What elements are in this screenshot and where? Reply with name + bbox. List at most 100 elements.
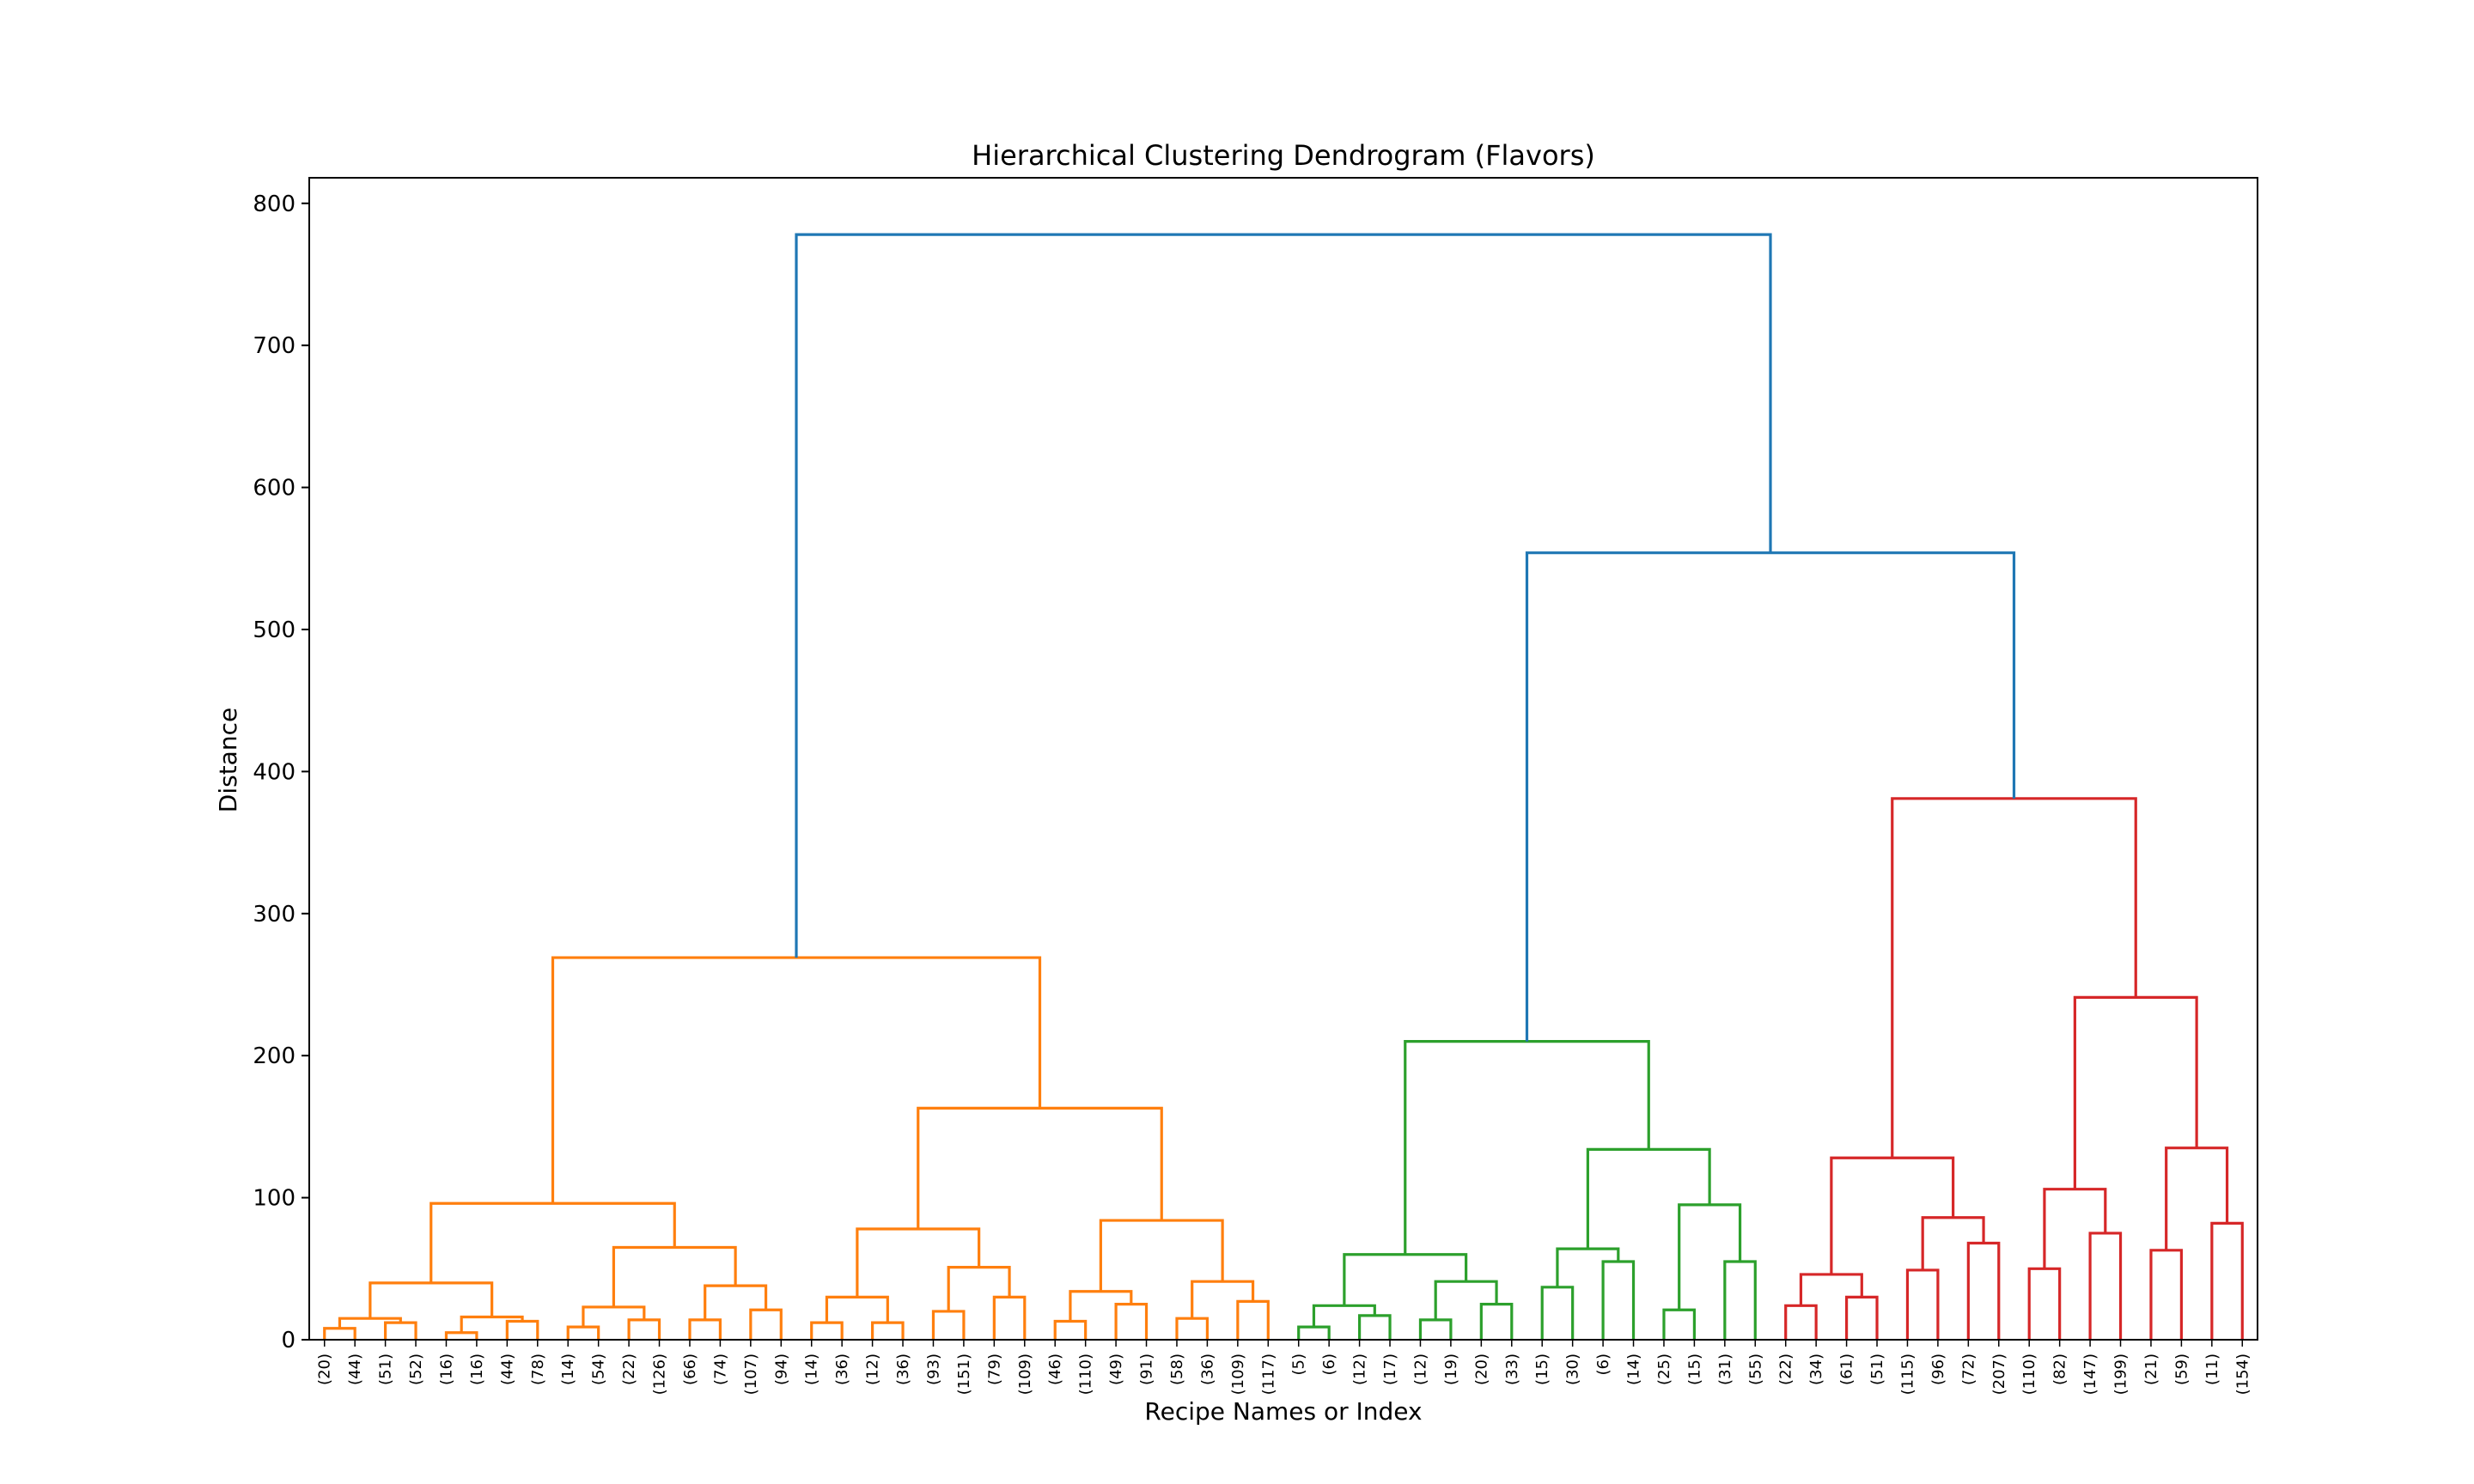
y-axis-label: Distance: [214, 708, 242, 812]
leaf-label-3: (52): [407, 1353, 425, 1385]
leaf-label-16: (14): [803, 1353, 821, 1385]
leaf-label-24: (46): [1046, 1353, 1064, 1385]
leaf-label-1: (44): [346, 1353, 364, 1385]
leaf-label-25: (110): [1077, 1353, 1095, 1395]
leaf-label-39: (33): [1503, 1353, 1521, 1385]
leaf-label-61: (59): [2172, 1353, 2191, 1385]
dendrogram-link-6: [369, 1281, 494, 1319]
leaf-label-22: (79): [985, 1353, 1003, 1385]
leaf-label-56: (110): [2020, 1353, 2038, 1395]
leaf-label-32: (5): [1290, 1353, 1308, 1376]
dendrogram-link-50: [1966, 1241, 2001, 1340]
dendrogram-link-12: [704, 1284, 768, 1320]
dendrogram-link-0: [323, 1327, 356, 1340]
leaf-label-9: (54): [590, 1353, 608, 1385]
leaf-label-29: (36): [1198, 1353, 1216, 1385]
x-axis-ticks: (20) (44) (51) (52) (16) (16) (44) (78) (14) (54)…: [316, 1340, 2252, 1395]
leaf-label-43: (14): [1625, 1353, 1643, 1385]
leaf-label-33: (6): [1320, 1353, 1338, 1376]
y-axis-ticks: 0 100 200 300 400 500 600 700 800: [253, 192, 309, 1353]
dendrogram-link-37: [1343, 1253, 1468, 1306]
leaf-label-55: (207): [1990, 1353, 2008, 1395]
plot-frame: [308, 177, 2258, 1341]
y-tick-label: 200: [253, 1043, 296, 1069]
leaf-label-20: (93): [924, 1353, 942, 1385]
dendrogram-link-39: [1601, 1260, 1636, 1340]
dendrogram-link-62: [795, 233, 1772, 958]
leaf-label-13: (74): [711, 1353, 729, 1385]
y-tick-label: 100: [253, 1186, 296, 1212]
dendrogram-link-35: [1479, 1303, 1514, 1340]
leaf-label-47: (55): [1746, 1353, 1764, 1385]
dendrogram-link-4: [505, 1319, 539, 1340]
dendrogram-link-11: [749, 1308, 783, 1340]
dendrogram-link-13: [612, 1245, 737, 1307]
dendrogram-link-2: [338, 1317, 402, 1329]
dendrogram-link-5: [460, 1315, 524, 1333]
leaf-label-31: (117): [1259, 1353, 1277, 1395]
leaf-label-62: (11): [2203, 1353, 2221, 1385]
chart-title: Hierarchical Clustering Dendrogram (Flav…: [972, 139, 1595, 172]
dendrogram-link-42: [1723, 1260, 1757, 1340]
dendrogram-link-59: [2073, 995, 2198, 1189]
leaf-label-6: (44): [498, 1353, 516, 1385]
leaf-label-27: (91): [1138, 1353, 1156, 1385]
dendrogram-link-21: [856, 1227, 981, 1298]
leaf-label-60: (21): [2142, 1353, 2160, 1385]
leaf-label-58: (147): [2081, 1353, 2099, 1395]
y-tick-label: 800: [253, 192, 296, 217]
dendrogram-link-43: [1678, 1203, 1742, 1311]
y-tick-label: 400: [253, 759, 296, 785]
dendrogram-links: [323, 233, 2244, 1340]
leaf-label-5: (16): [468, 1353, 486, 1385]
y-tick-label: 300: [253, 902, 296, 928]
leaf-label-19: (36): [894, 1353, 912, 1385]
leaf-label-2: (51): [377, 1353, 395, 1385]
dendrogram-link-3: [444, 1331, 478, 1340]
dendrogram-link-57: [2210, 1221, 2244, 1340]
leaf-label-15: (94): [772, 1353, 790, 1385]
leaf-label-51: (51): [1868, 1353, 1886, 1385]
dendrogram-link-22: [1053, 1319, 1088, 1340]
leaf-label-34: (12): [1351, 1353, 1369, 1385]
leaf-label-59: (199): [2112, 1353, 2130, 1395]
dendrogram-link-58: [2165, 1146, 2229, 1250]
y-tick-label: 700: [253, 333, 296, 359]
dendrogram-link-19: [992, 1295, 1027, 1340]
dendrogram-link-23: [1114, 1303, 1149, 1340]
leaf-label-52: (115): [1898, 1353, 1916, 1395]
dendrogram-link-44: [1586, 1147, 1711, 1250]
leaf-label-7: (78): [529, 1353, 547, 1385]
leaf-label-21: (151): [955, 1353, 973, 1395]
leaf-label-28: (58): [1168, 1353, 1186, 1385]
leaf-label-35: (17): [1381, 1353, 1399, 1385]
leaf-label-41: (30): [1564, 1353, 1582, 1385]
leaf-label-17: (36): [833, 1353, 851, 1385]
leaf-label-36: (12): [1411, 1353, 1429, 1385]
leaf-label-8: (14): [559, 1353, 577, 1385]
x-axis-label: Recipe Names or Index: [1144, 1397, 1422, 1426]
leaf-label-42: (6): [1594, 1353, 1612, 1376]
leaf-label-18: (12): [864, 1353, 882, 1385]
dendrogram-link-18: [931, 1310, 966, 1340]
leaf-label-50: (61): [1838, 1353, 1856, 1385]
leaf-label-30: (109): [1229, 1353, 1247, 1395]
leaf-label-46: (31): [1716, 1353, 1734, 1385]
leaf-label-38: (20): [1472, 1353, 1490, 1385]
leaf-label-54: (72): [1959, 1353, 1977, 1385]
leaf-label-26: (49): [1107, 1353, 1125, 1385]
y-tick-label: 500: [253, 617, 296, 643]
leaf-label-12: (66): [681, 1353, 699, 1385]
leaf-label-14: (107): [742, 1353, 760, 1395]
dendrogram-link-53: [2027, 1267, 2062, 1340]
leaf-label-45: (15): [1685, 1353, 1703, 1385]
leaf-label-40: (15): [1533, 1353, 1551, 1385]
leaf-label-48: (22): [1777, 1353, 1795, 1385]
dendrogram-link-41: [1662, 1308, 1697, 1340]
leaf-label-0: (20): [316, 1353, 334, 1385]
leaf-label-4: (16): [437, 1353, 455, 1385]
leaf-label-53: (96): [1929, 1353, 1947, 1385]
dendrogram-link-9: [582, 1305, 646, 1328]
leaf-label-63: (154): [2233, 1353, 2252, 1395]
